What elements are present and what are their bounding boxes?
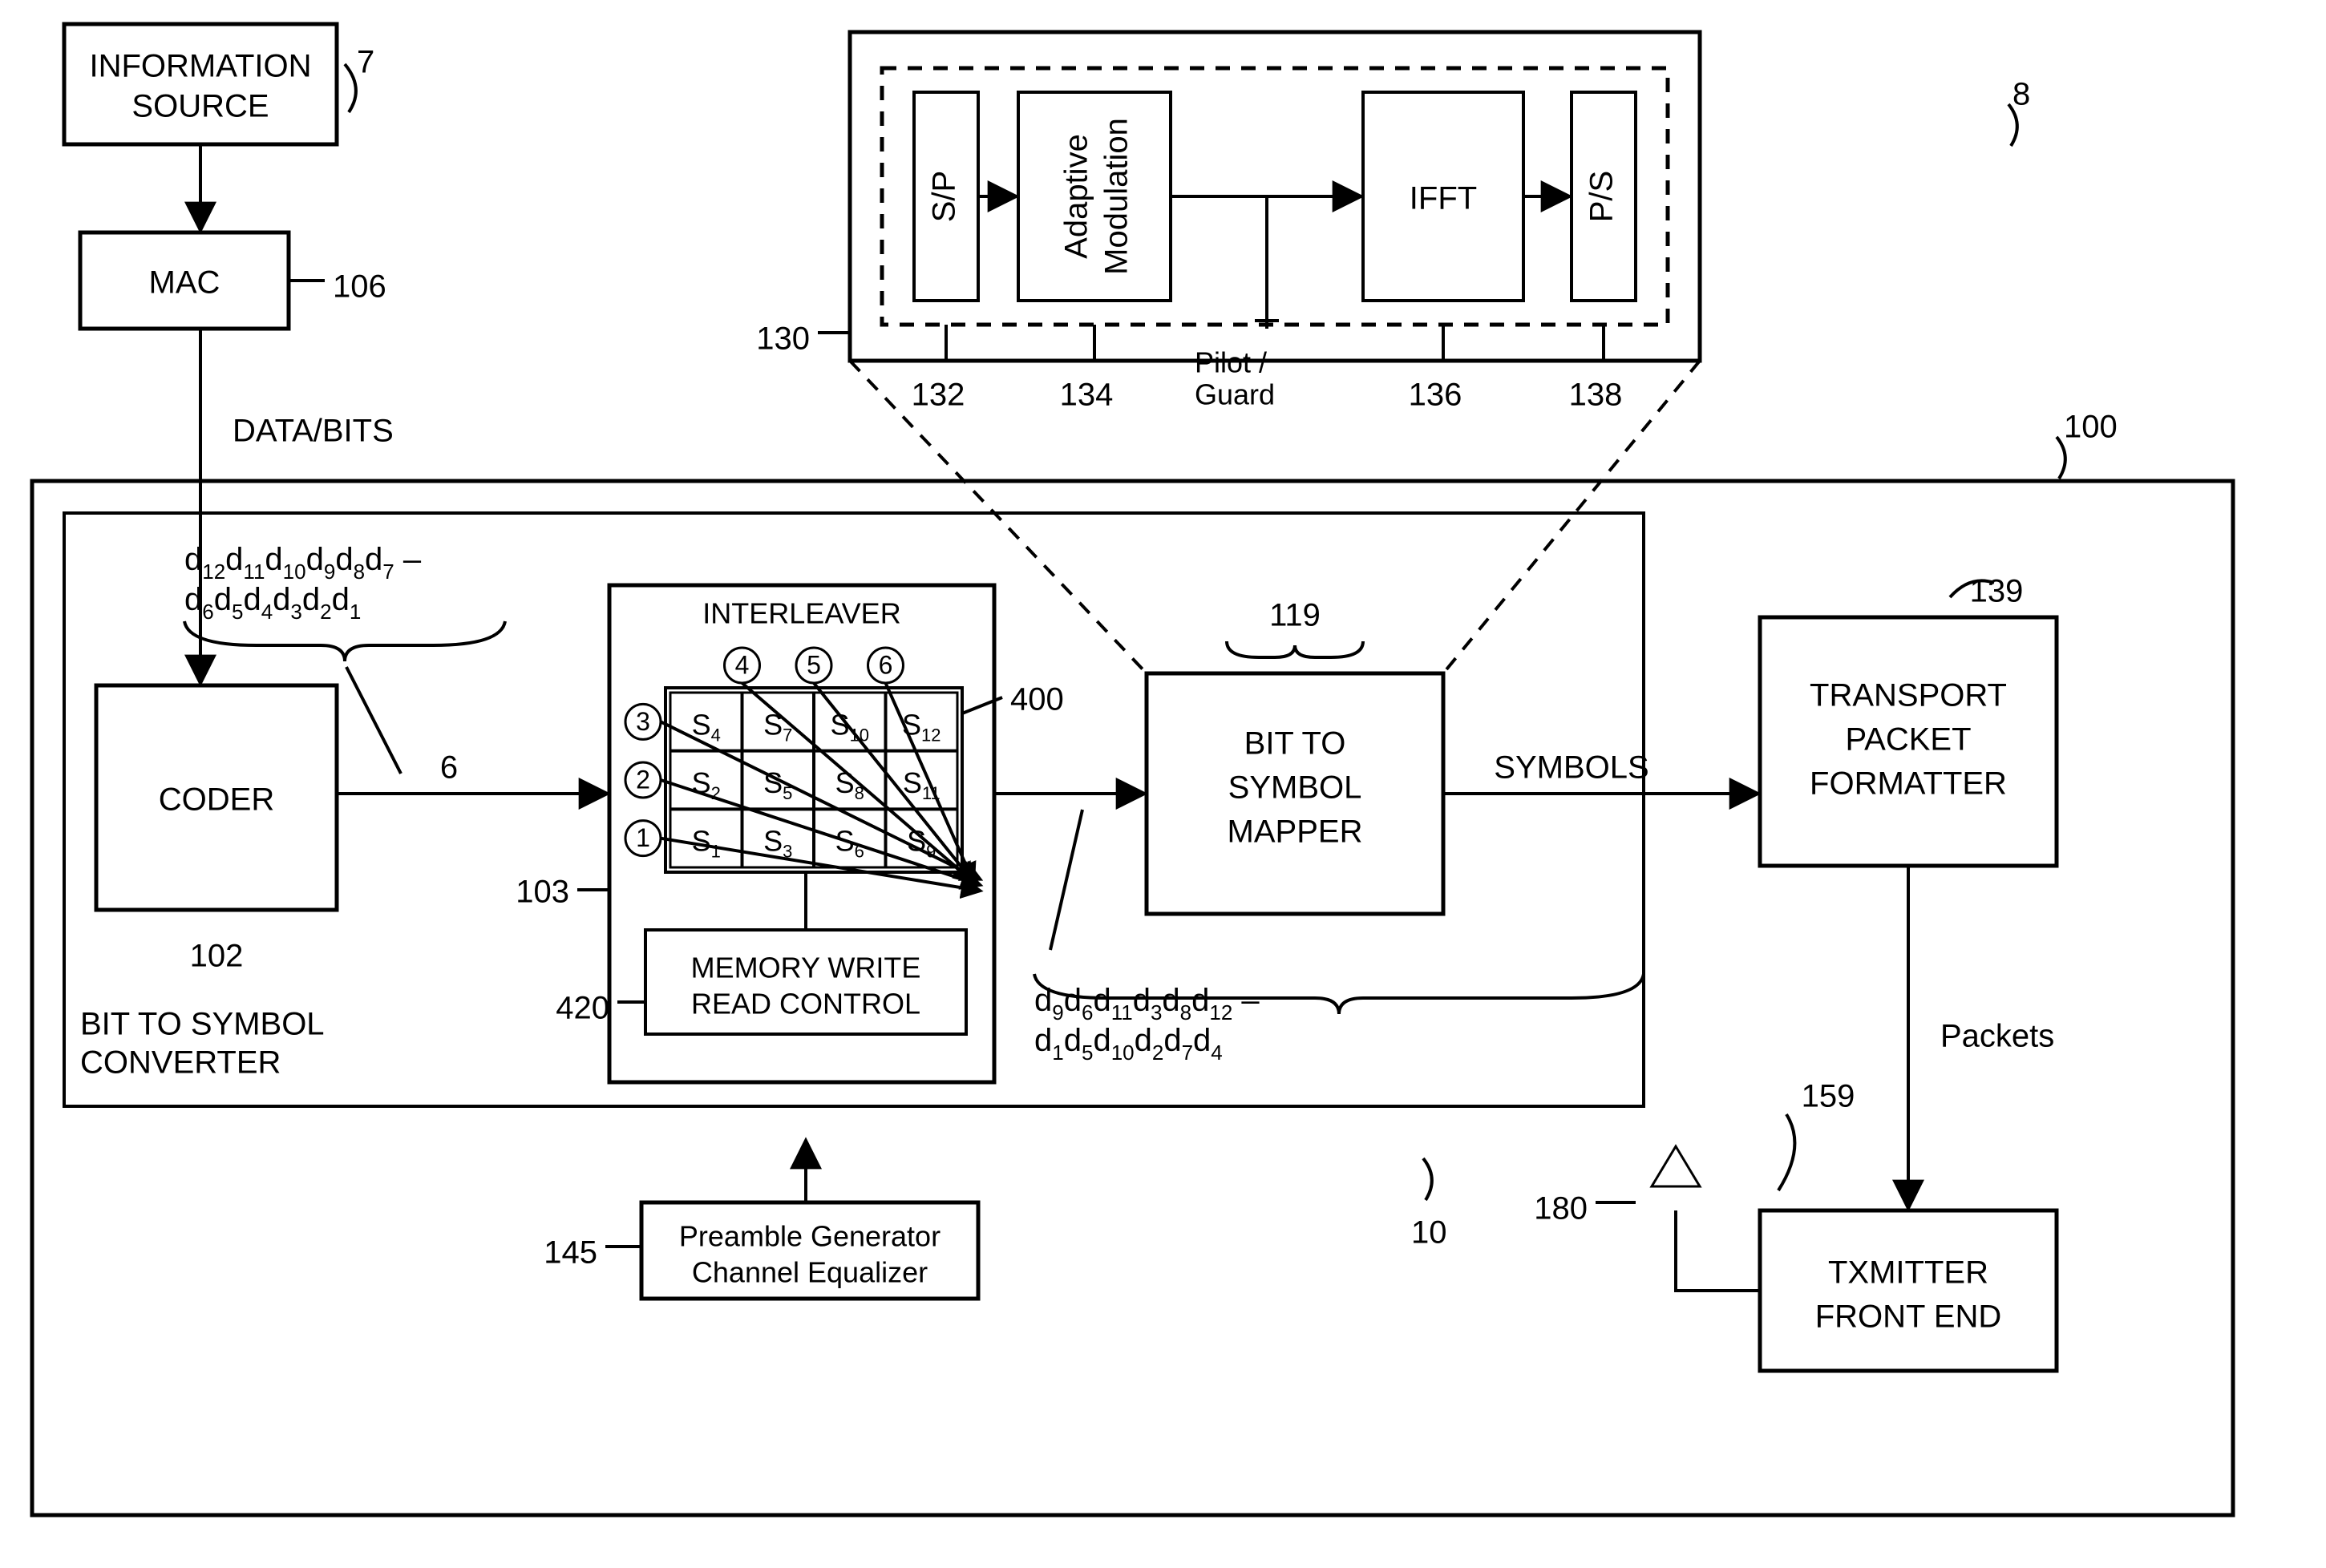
ref-7: 7 xyxy=(357,45,374,80)
fmt-l2: PACKET xyxy=(1845,722,1971,758)
ifft-label: IFFT xyxy=(1410,181,1477,216)
fmt-l3: FORMATTER xyxy=(1810,766,2007,802)
svg-text:d6d5d4d3d2d1: d6d5d4d3d2d1 xyxy=(184,582,361,624)
ifft-block: IFFT 136 xyxy=(1363,92,1523,413)
coder-label: CODER xyxy=(159,782,274,818)
formatter-block: TRANSPORT PACKET FORMATTER 139 xyxy=(1760,574,2057,866)
row-circle: 1 xyxy=(636,823,650,852)
ref-134: 134 xyxy=(1060,378,1114,413)
fmt-l1: TRANSPORT xyxy=(1810,678,2007,713)
col-circle: 6 xyxy=(879,650,893,679)
symbols-label: SYMBOLS xyxy=(1494,750,1648,786)
ps-block: P/S 138 xyxy=(1569,92,1636,413)
information-source-label-1: INFORMATION xyxy=(89,49,311,84)
ref-102: 102 xyxy=(190,939,244,974)
converter-label-2: CONVERTER xyxy=(80,1045,281,1081)
tx-l1: TXMITTER xyxy=(1828,1255,1988,1291)
ref-138: 138 xyxy=(1569,378,1623,413)
sp-block: S/P 132 xyxy=(912,92,978,413)
pre-l2: Channel Equalizer xyxy=(692,1256,928,1289)
information-source-label-2: SOURCE xyxy=(131,89,269,124)
ref-132: 132 xyxy=(912,378,965,413)
adaptive-modulation-block: Adaptive Modulation 134 xyxy=(1018,92,1171,413)
interleaver-label: INTERLEAVER xyxy=(702,597,900,630)
ref-139: 139 xyxy=(1970,574,2024,609)
row-circle: 3 xyxy=(636,707,650,736)
am-l1: Adaptive xyxy=(1059,134,1094,259)
pilot-l2: Guard xyxy=(1195,378,1275,411)
svg-text:d1d5d10d2d7d4: d1d5d10d2d7d4 xyxy=(1034,1023,1223,1065)
tx-l2: FRONT END xyxy=(1815,1299,2002,1335)
ref-136: 136 xyxy=(1409,378,1462,413)
col-circle: 5 xyxy=(807,650,821,679)
ref-8: 8 xyxy=(2012,77,2030,112)
mapper-l3: MAPPER xyxy=(1228,814,1363,850)
ref-145: 145 xyxy=(544,1235,597,1271)
coder-block: CODER 102 xyxy=(96,685,337,974)
packets-label: Packets xyxy=(1940,1019,2054,1054)
mac-block: MAC 106 xyxy=(80,232,386,329)
ref-130: 130 xyxy=(756,321,810,357)
col-circle: 4 xyxy=(735,650,750,679)
sp-label: S/P xyxy=(927,171,962,222)
svg-text:d12d11d10d9d8d7 –: d12d11d10d9d8d7 – xyxy=(184,542,422,584)
am-l2: Modulation xyxy=(1099,118,1135,275)
ref-400: 400 xyxy=(1010,682,1064,717)
data-bits-label: DATA/BITS xyxy=(233,414,394,449)
information-source-block: INFORMATION SOURCE 7 xyxy=(64,24,374,144)
ref-119: 119 xyxy=(1269,598,1321,633)
label-6: 6 xyxy=(440,750,458,786)
mapper-l2: SYMBOL xyxy=(1228,770,1362,806)
pilot-l1: Pilot / xyxy=(1195,346,1267,379)
ref-420: 420 xyxy=(556,991,609,1026)
pre-l1: Preamble Generator xyxy=(679,1220,941,1253)
ref-103: 103 xyxy=(516,875,569,910)
ps-label: P/S xyxy=(1584,171,1620,222)
ref-106: 106 xyxy=(333,269,386,305)
row-circle: 2 xyxy=(636,765,650,794)
svg-text:d9d6d11d3d8d12 –: d9d6d11d3d8d12 – xyxy=(1034,983,1260,1024)
converter-label-1: BIT TO SYMBOL xyxy=(80,1007,325,1042)
ref-100: 100 xyxy=(2064,410,2118,445)
mem-l1: MEMORY WRITE xyxy=(691,952,921,984)
ref-180: 180 xyxy=(1534,1191,1588,1227)
preamble-block: Preamble Generator Channel Equalizer 145 xyxy=(544,1202,978,1299)
mapper-block: BIT TO SYMBOL MAPPER 119 xyxy=(1147,598,1443,914)
diagram-root: INFORMATION SOURCE 7 MAC 106 DATA/BITS 1… xyxy=(0,0,2326,1568)
antenna-icon: 180 xyxy=(1534,1146,1760,1291)
ref-10: 10 xyxy=(1411,1215,1447,1251)
mapper-l1: BIT TO xyxy=(1244,726,1346,762)
ref-159: 159 xyxy=(1802,1079,1855,1114)
mac-label: MAC xyxy=(149,265,220,301)
mem-l2: READ CONTROL xyxy=(691,988,920,1020)
